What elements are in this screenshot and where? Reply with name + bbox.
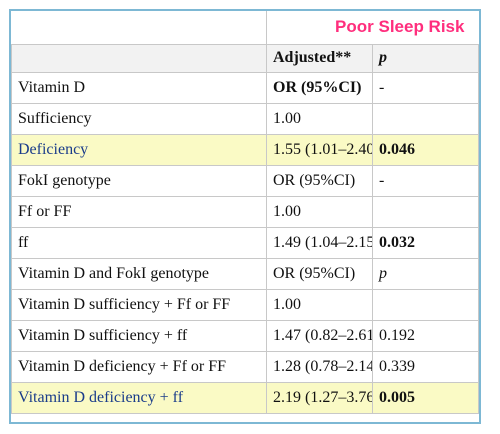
row-label: Vitamin D deficiency + Ff or FF bbox=[11, 350, 267, 383]
table-row-highlighted: Vitamin D deficiency + ff 2.19 (1.27–3.7… bbox=[11, 381, 479, 414]
row-label: Ff or FF bbox=[11, 195, 267, 228]
table-row: Vitamin D sufficiency + ff 1.47 (0.82–2.… bbox=[11, 319, 479, 352]
row-label: Vitamin D deficiency + ff bbox=[11, 381, 267, 414]
row-value: 1.00 bbox=[266, 288, 373, 321]
row-value: 1.28 (0.78–2.14) bbox=[266, 350, 373, 383]
row-p bbox=[372, 195, 479, 228]
row-p: 0.339 bbox=[372, 350, 479, 383]
row-value: OR (95%CI) bbox=[266, 257, 373, 290]
table-title: Poor Sleep Risk bbox=[266, 11, 479, 45]
row-p: p bbox=[372, 257, 479, 290]
row-label: Vitamin D sufficiency + ff bbox=[11, 319, 267, 352]
row-value: OR (95%CI) bbox=[266, 71, 373, 104]
row-p bbox=[372, 288, 479, 321]
row-label: Vitamin D bbox=[11, 71, 267, 104]
row-value: OR (95%CI) bbox=[266, 164, 373, 197]
table-row-highlighted: Deficiency 1.55 (1.01–2.40) 0.046 bbox=[11, 133, 479, 166]
row-label: Sufficiency bbox=[11, 102, 267, 135]
row-value: 2.19 (1.27–3.76) bbox=[266, 381, 373, 414]
row-label: Vitamin D sufficiency + Ff or FF bbox=[11, 288, 267, 321]
row-value: 1.00 bbox=[266, 195, 373, 228]
row-label: Vitamin D and FokI genotype bbox=[11, 257, 267, 290]
table-row: Ff or FF 1.00 bbox=[11, 195, 479, 228]
table-title-row: Poor Sleep Risk bbox=[11, 11, 479, 45]
row-p: - bbox=[372, 164, 479, 197]
table-row: Vitamin D sufficiency + Ff or FF 1.00 bbox=[11, 288, 479, 321]
table-row: Sufficiency 1.00 bbox=[11, 102, 479, 135]
table-row: Vitamin D OR (95%CI) - bbox=[11, 71, 479, 104]
row-value: 1.00 bbox=[266, 102, 373, 135]
table-row: Vitamin D and FokI genotype OR (95%CI) p bbox=[11, 257, 479, 290]
column-header-adjusted: Adjusted** bbox=[266, 43, 373, 73]
column-header-row: Adjusted** p bbox=[11, 43, 479, 73]
row-label: FokI genotype bbox=[11, 164, 267, 197]
row-p: 0.005 bbox=[372, 381, 479, 414]
row-p: - bbox=[372, 71, 479, 104]
header-blank-cell bbox=[11, 43, 267, 73]
table-row: ff 1.49 (1.04–2.15) 0.032 bbox=[11, 226, 479, 259]
title-blank-cell bbox=[11, 11, 267, 45]
poor-sleep-risk-table: Poor Sleep Risk Adjusted** p Vitamin D O… bbox=[11, 11, 479, 414]
row-p bbox=[372, 102, 479, 135]
table-row: Vitamin D deficiency + Ff or FF 1.28 (0.… bbox=[11, 350, 479, 383]
row-value: 1.47 (0.82–2.61) bbox=[266, 319, 373, 352]
table-row: FokI genotype OR (95%CI) - bbox=[11, 164, 479, 197]
row-label: Deficiency bbox=[11, 133, 267, 166]
row-p: 0.046 bbox=[372, 133, 479, 166]
row-p: 0.032 bbox=[372, 226, 479, 259]
row-value: 1.49 (1.04–2.15) bbox=[266, 226, 373, 259]
row-label: ff bbox=[11, 226, 267, 259]
row-value: 1.55 (1.01–2.40) bbox=[266, 133, 373, 166]
column-header-p: p bbox=[372, 43, 479, 73]
row-p: 0.192 bbox=[372, 319, 479, 352]
